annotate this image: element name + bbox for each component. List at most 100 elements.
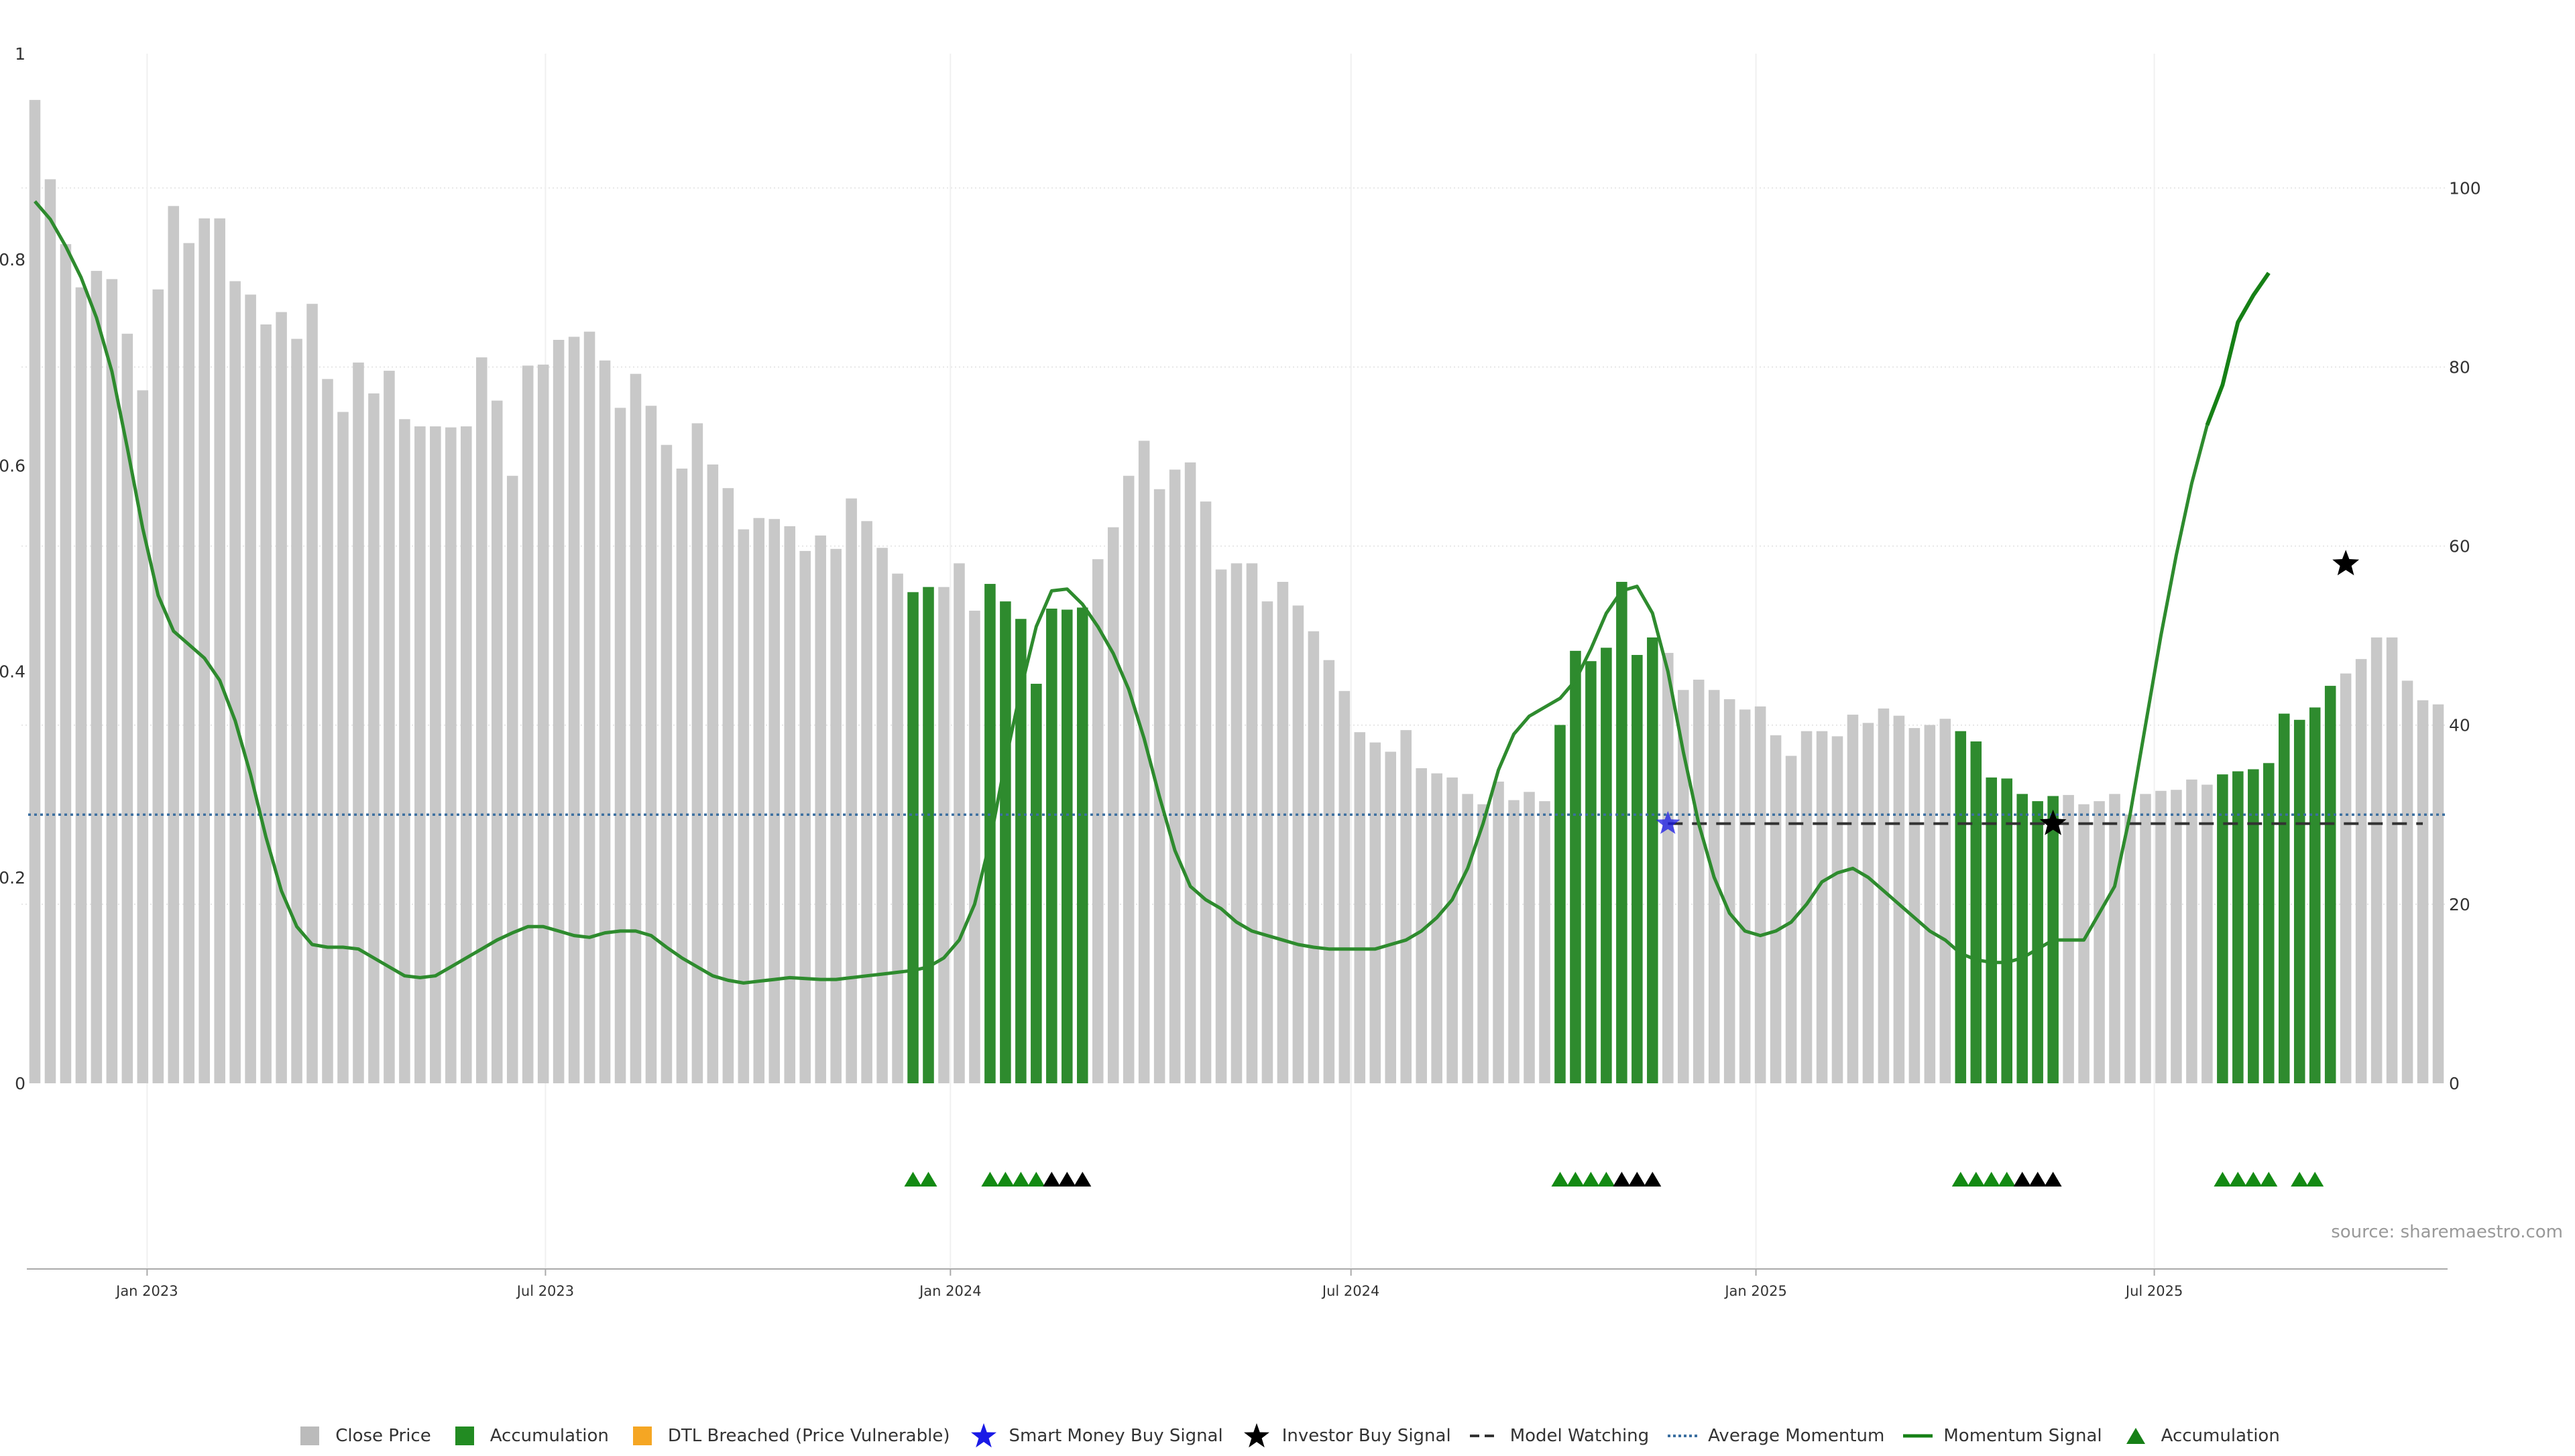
accumulation-bar (1970, 741, 1982, 1083)
close-price-bar (861, 521, 872, 1083)
close-price-bar (691, 423, 703, 1083)
accumulation-bar (2293, 719, 2305, 1083)
x-tick-label: Jan 2025 (1723, 1283, 1787, 1299)
accumulation-bar (2232, 771, 2244, 1083)
legend-star-icon (970, 1423, 996, 1448)
legend-item[interactable]: DTL Breached (Price Vulnerable) (628, 1422, 950, 1449)
legend-item[interactable]: Accumulation (450, 1422, 609, 1449)
close-price-bar (152, 289, 164, 1083)
y-left-tick-label: 0.6 (0, 456, 25, 475)
close-price-bar (1939, 719, 1951, 1083)
close-price-bar (1708, 690, 1720, 1083)
accumulation-bar (1062, 609, 1073, 1083)
accumulation-bar (907, 592, 919, 1083)
investor-buy-star (2332, 550, 2360, 576)
close-price-bar (1831, 736, 1843, 1083)
signal-triangle (2013, 1172, 2031, 1187)
close-price-bar (1308, 631, 1320, 1083)
accumulation-bar (1046, 608, 1057, 1083)
accumulation-bar (2248, 769, 2259, 1083)
y-right-tick-label: 100 (2449, 178, 2481, 198)
close-price-bar (2155, 790, 2167, 1083)
signal-triangle (904, 1172, 922, 1187)
close-price-bar (1524, 792, 1535, 1083)
close-price-bar (2386, 637, 2398, 1083)
accumulation-bar (2309, 707, 2321, 1083)
close-price-bar (1677, 690, 1689, 1083)
signal-triangle (1628, 1172, 1646, 1187)
close-price-bar (44, 179, 56, 1084)
close-price-bar (938, 587, 950, 1083)
signal-triangle (1012, 1172, 1030, 1187)
legend-line-icon (1903, 1434, 1933, 1438)
x-tick-label: Jul 2023 (516, 1283, 574, 1299)
legend-item[interactable]: Investor Buy Signal (1242, 1422, 1451, 1449)
close-price-bar (1539, 801, 1550, 1083)
x-tick-label: Jan 2024 (918, 1283, 982, 1299)
legend-label: Momentum Signal (1943, 1426, 2102, 1446)
signal-triangle (2291, 1172, 2309, 1187)
close-price-bar (876, 548, 888, 1083)
close-price-bar (2355, 659, 2367, 1083)
close-price-bar (614, 408, 626, 1083)
signal-triangle (2229, 1172, 2247, 1187)
accumulation-bar (923, 587, 934, 1083)
close-price-bar (1893, 715, 1905, 1083)
investor-buy-star (2039, 809, 2067, 835)
close-price-bar (106, 279, 118, 1083)
signal-triangle (1597, 1172, 1615, 1187)
indicator-lines (28, 200, 2445, 985)
close-price-bar (1847, 715, 1859, 1083)
legend-label: Accumulation (490, 1426, 609, 1446)
legend-label: Close Price (335, 1426, 431, 1446)
signal-triangle (2044, 1172, 2062, 1187)
legend-star-icon (1243, 1423, 1269, 1448)
close-price-bar (1184, 462, 1196, 1083)
close-price-bar (522, 365, 534, 1084)
close-price-bar (2340, 673, 2352, 1083)
signal-triangle (2244, 1172, 2263, 1187)
signal-triangle (2260, 1172, 2278, 1187)
signal-triangle (996, 1172, 1015, 1187)
accumulation-bar (1031, 684, 1042, 1083)
x-tick-label: Jul 2024 (1321, 1283, 1379, 1299)
close-price-bar (2201, 784, 2213, 1083)
legend-square-icon (455, 1427, 474, 1445)
close-price-bar (568, 337, 580, 1083)
close-price-bar (599, 360, 611, 1083)
legend-item[interactable]: Close Price (295, 1422, 431, 1449)
close-price-bar (168, 206, 180, 1083)
momentum-chart: Jan 2023 Jul 2023 Jan 2024 Jul 2024 Jan 2025… (0, 44, 2563, 1299)
close-price-bar (229, 281, 241, 1083)
x-tick-label: Jul 2025 (2124, 1283, 2183, 1299)
momentum-signal-line (34, 200, 2209, 985)
close-price-bar (276, 312, 287, 1083)
close-price-bar (1878, 708, 1890, 1083)
close-price-bar (29, 100, 41, 1083)
momentum-signal-line (2205, 271, 2271, 426)
legend-item[interactable]: Smart Money Buy Signal (969, 1422, 1223, 1449)
legend-item[interactable]: Average Momentum (1668, 1422, 1884, 1449)
close-price-bar (475, 357, 488, 1083)
y-right-tick-label: 0 (2449, 1074, 2460, 1093)
accumulation-bar (1585, 661, 1597, 1083)
close-price-bar (722, 488, 734, 1083)
legend-label: Smart Money Buy Signal (1009, 1426, 1223, 1446)
close-price-bar (137, 390, 149, 1083)
legend-item[interactable]: Model Watching (1469, 1422, 1649, 1449)
close-price-bar (60, 244, 72, 1083)
close-price-bar (1123, 475, 1135, 1083)
close-price-bar (784, 526, 796, 1083)
close-price-bar (1323, 660, 1335, 1083)
close-price-bar (1431, 773, 1442, 1083)
close-price-bar (1385, 751, 1397, 1083)
legend-item[interactable]: Momentum Signal (1903, 1422, 2102, 1449)
signal-triangle (1582, 1172, 1600, 1187)
legend-item[interactable]: Accumulation (2121, 1422, 2280, 1449)
close-price-bar (676, 469, 688, 1083)
close-price-bar (291, 339, 302, 1084)
close-price-bar (645, 406, 657, 1083)
close-price-bar (799, 550, 811, 1083)
close-price-bar (1662, 652, 1674, 1083)
close-price-bar (1723, 699, 1735, 1083)
